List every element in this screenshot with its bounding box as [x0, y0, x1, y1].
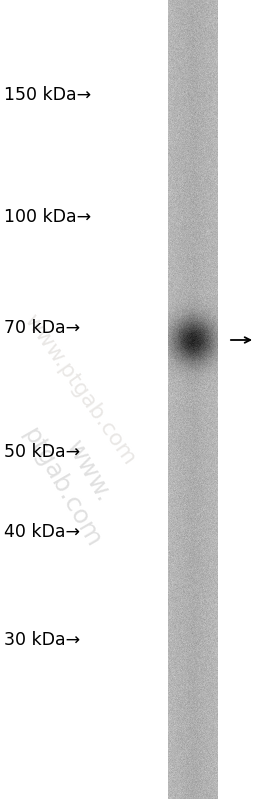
Text: 100 kDa→: 100 kDa→	[4, 208, 91, 226]
Text: www.ptgab.com: www.ptgab.com	[20, 311, 139, 469]
Text: 30 kDa→: 30 kDa→	[4, 631, 80, 649]
Text: 40 kDa→: 40 kDa→	[4, 523, 80, 541]
Text: 50 kDa→: 50 kDa→	[4, 443, 80, 461]
Text: 150 kDa→: 150 kDa→	[4, 86, 91, 104]
Text: www.
ptgab.com: www. ptgab.com	[17, 408, 132, 552]
Text: 70 kDa→: 70 kDa→	[4, 319, 80, 337]
